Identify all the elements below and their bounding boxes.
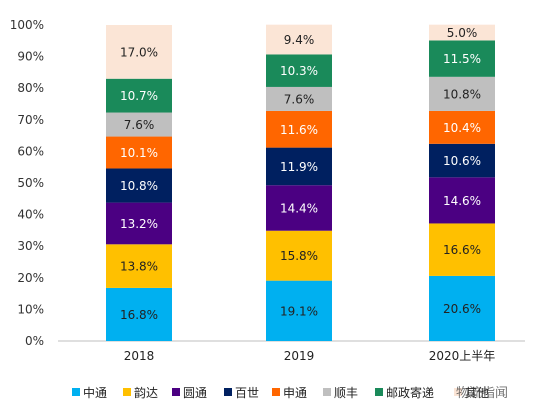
y-tick-label: 20% — [17, 271, 44, 285]
x-tick-label: 2020上半年 — [429, 349, 496, 363]
legend-swatch — [375, 388, 383, 396]
legend-item: 韵达 — [123, 385, 158, 400]
legend-item: 圆通 — [172, 386, 207, 400]
bar-data-label: 13.8% — [120, 260, 158, 274]
y-tick-label: 40% — [17, 208, 44, 222]
bar-segment — [266, 185, 332, 231]
bar-segment — [429, 177, 495, 224]
bar-segment — [266, 230, 332, 281]
bar-segment — [429, 275, 495, 341]
y-tick-label: 80% — [17, 81, 44, 95]
bar-segment — [106, 287, 172, 341]
bar-segment — [106, 202, 172, 245]
bar-segment — [266, 24, 332, 55]
bar-segment — [266, 110, 332, 148]
bar-segment — [429, 223, 495, 276]
x-tick-label: 2019 — [284, 349, 315, 363]
legend-label: 其他 — [465, 386, 489, 400]
bar-segment — [429, 24, 495, 41]
watermark-text: 物流指闻 — [456, 386, 508, 401]
bar-data-label: 10.1% — [120, 146, 158, 160]
bar-data-label: 10.4% — [443, 121, 481, 135]
y-tick-label: 0% — [25, 334, 44, 348]
bar-data-label: 10.6% — [443, 154, 481, 168]
bar-data-label: 10.3% — [280, 64, 318, 78]
bars-layer: 16.8% 13.8% 13.2% 10.8% 10.1% 7.6% 10.7% 17.0% 1… — [106, 24, 495, 341]
bar-segment — [429, 40, 495, 77]
y-tick-label: 100% — [10, 18, 44, 32]
legend-item: 邮政寄递 — [375, 385, 434, 400]
bar-data-label: 16.6% — [443, 243, 481, 257]
bar-data-label: 9.4% — [284, 33, 315, 47]
bar-data-label: 11.9% — [280, 160, 318, 174]
bar-data-label: 10.8% — [120, 179, 158, 193]
bar-data-label: 15.8% — [280, 249, 318, 263]
legend-item: 中通 — [72, 385, 107, 400]
bar-data-label: 13.2% — [120, 217, 158, 231]
bar-segment — [266, 54, 332, 87]
bar-data-label: 14.4% — [280, 201, 318, 215]
bar-segment — [429, 76, 495, 111]
legend-swatch — [172, 388, 180, 396]
legend-label: 申通 — [283, 386, 307, 400]
legend-label: 中通 — [83, 385, 107, 400]
legend-swatch — [323, 388, 331, 396]
bar-data-label: 10.8% — [443, 87, 481, 101]
bar-data-label: 7.6% — [124, 118, 155, 132]
bar-data-label: 17.0% — [120, 45, 158, 59]
bar-segment — [266, 86, 332, 111]
bar-data-label: 11.5% — [443, 52, 481, 66]
bar-segment — [106, 136, 172, 169]
legend-item: 申通 — [272, 386, 307, 400]
legend-label: 百世 — [235, 386, 259, 400]
bar-segment — [106, 112, 172, 137]
legend-swatch — [224, 388, 232, 396]
legend-label: 韵达 — [134, 385, 158, 400]
x-tick-label: 2018 — [124, 349, 155, 363]
legend-item: 其他 — [454, 386, 489, 400]
y-tick-label: 10% — [17, 302, 44, 316]
legend-swatch — [272, 388, 280, 396]
legend-label: 顺丰 — [334, 386, 358, 400]
bar-data-label: 14.6% — [443, 194, 481, 208]
legend: 中通 韵达 圆通 百世 申通 顺丰 邮政寄递 其他 — [72, 385, 489, 400]
bar-data-label: 20.6% — [443, 302, 481, 316]
legend-swatch — [72, 388, 80, 396]
bar-segment — [106, 78, 172, 113]
legend-swatch — [454, 388, 462, 396]
legend-label: 圆通 — [183, 386, 207, 400]
bar-segment — [266, 280, 332, 341]
legend-item: 顺丰 — [323, 386, 358, 400]
axis-layer: 0% 10% 20% 30% 40% 50% 60% 70% 80% 90% 100% — [10, 18, 525, 348]
bar-segment — [106, 25, 172, 79]
bar-data-label: 5.0% — [447, 26, 478, 40]
legend-swatch — [123, 388, 131, 396]
bar-segment — [106, 168, 172, 203]
bar-data-label: 16.8% — [120, 308, 158, 322]
bar-data-label: 7.6% — [284, 92, 315, 106]
legend-item: 百世 — [224, 386, 259, 400]
bar-segment — [266, 147, 332, 186]
y-tick-label: 70% — [17, 113, 44, 127]
y-tick-label: 90% — [17, 50, 44, 64]
x-labels-layer: 2018 2019 2020上半年 — [124, 349, 496, 363]
bar-segment — [429, 110, 495, 144]
bar-data-label: 19.1% — [280, 304, 318, 318]
y-tick-label: 30% — [17, 239, 44, 253]
bar-segment — [429, 143, 495, 178]
bar-data-label: 11.6% — [280, 123, 318, 137]
y-tick-label: 60% — [17, 144, 44, 158]
y-tick-label: 50% — [17, 176, 44, 190]
bar-segment — [106, 244, 172, 288]
bar-data-label: 10.7% — [120, 89, 158, 103]
legend-label: 邮政寄递 — [386, 385, 434, 400]
